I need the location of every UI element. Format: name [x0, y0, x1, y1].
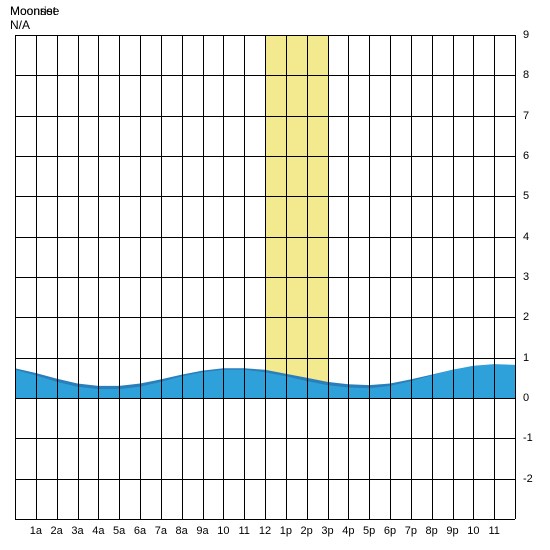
grid-hline [15, 35, 515, 36]
x-axis-label: 1p [280, 525, 292, 537]
y-axis-label: 2 [523, 311, 529, 323]
x-axis-label: 1a [30, 525, 42, 537]
x-axis-label: 5p [363, 525, 375, 537]
y-axis-label: 7 [523, 110, 529, 122]
grid-hline [15, 358, 515, 359]
y-axis-label: 6 [523, 150, 529, 162]
x-axis-label: 4p [342, 525, 354, 537]
x-axis-label: 2a [51, 525, 63, 537]
grid-hline [15, 196, 515, 197]
y-axis-label: 9 [523, 29, 529, 41]
x-axis-label: 11 [488, 525, 499, 537]
x-axis-label: 6a [134, 525, 146, 537]
y-axis-label: -2 [523, 473, 533, 485]
title-line1b: Moonset [10, 4, 56, 18]
grid-hline [15, 237, 515, 238]
grid-hline [15, 75, 515, 76]
grid-hline [15, 398, 515, 399]
x-axis-label: 3a [71, 525, 83, 537]
grid-hline [15, 277, 515, 278]
x-axis-label: 11 [238, 525, 249, 537]
grid-hline [15, 116, 515, 117]
x-axis-label: 7a [155, 525, 167, 537]
x-axis-label: 3p [321, 525, 333, 537]
y-axis-label: 1 [523, 352, 529, 364]
title-line2: N/A [10, 18, 30, 32]
grid-hline [15, 438, 515, 439]
x-axis-label: 9p [446, 525, 458, 537]
x-axis-label: 9a [196, 525, 208, 537]
x-axis-label: 7p [405, 525, 417, 537]
grid-hline [15, 156, 515, 157]
grid-hline [15, 519, 515, 520]
grid-hline [15, 317, 515, 318]
x-axis-label: 12 [259, 525, 271, 537]
y-axis-label: 5 [523, 190, 529, 202]
y-axis-label: -1 [523, 432, 533, 444]
grid-vline [515, 35, 516, 519]
y-axis-label: 0 [523, 392, 529, 404]
grid-hline [15, 479, 515, 480]
y-axis-label: 8 [523, 69, 529, 81]
x-axis-label: 8a [176, 525, 188, 537]
x-axis-label: 6p [384, 525, 396, 537]
x-axis-label: 5a [113, 525, 125, 537]
x-axis-label: 10 [467, 525, 479, 537]
x-axis-label: 4a [92, 525, 104, 537]
x-axis-label: 10 [217, 525, 229, 537]
x-axis-label: 2p [301, 525, 313, 537]
y-axis-label: 4 [523, 231, 529, 243]
x-axis-label: 8p [426, 525, 438, 537]
y-axis-label: 3 [523, 271, 529, 283]
